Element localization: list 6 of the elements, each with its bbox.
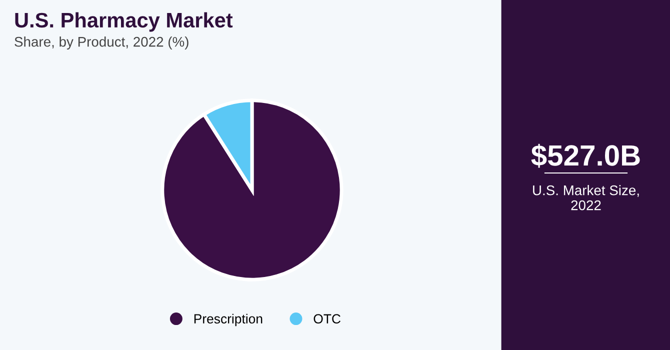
legend-label: Prescription bbox=[194, 314, 262, 326]
text: U.S. Market Size, 2022 bbox=[533, 185, 639, 210]
legend-label: OTC bbox=[314, 314, 340, 324]
chart-title: U.S. Pharmacy Market bbox=[15, 12, 233, 32]
chart-subtitle: Share, by Product, 2022 (%) bbox=[14, 36, 188, 50]
text: $527.0B bbox=[531, 144, 640, 168]
